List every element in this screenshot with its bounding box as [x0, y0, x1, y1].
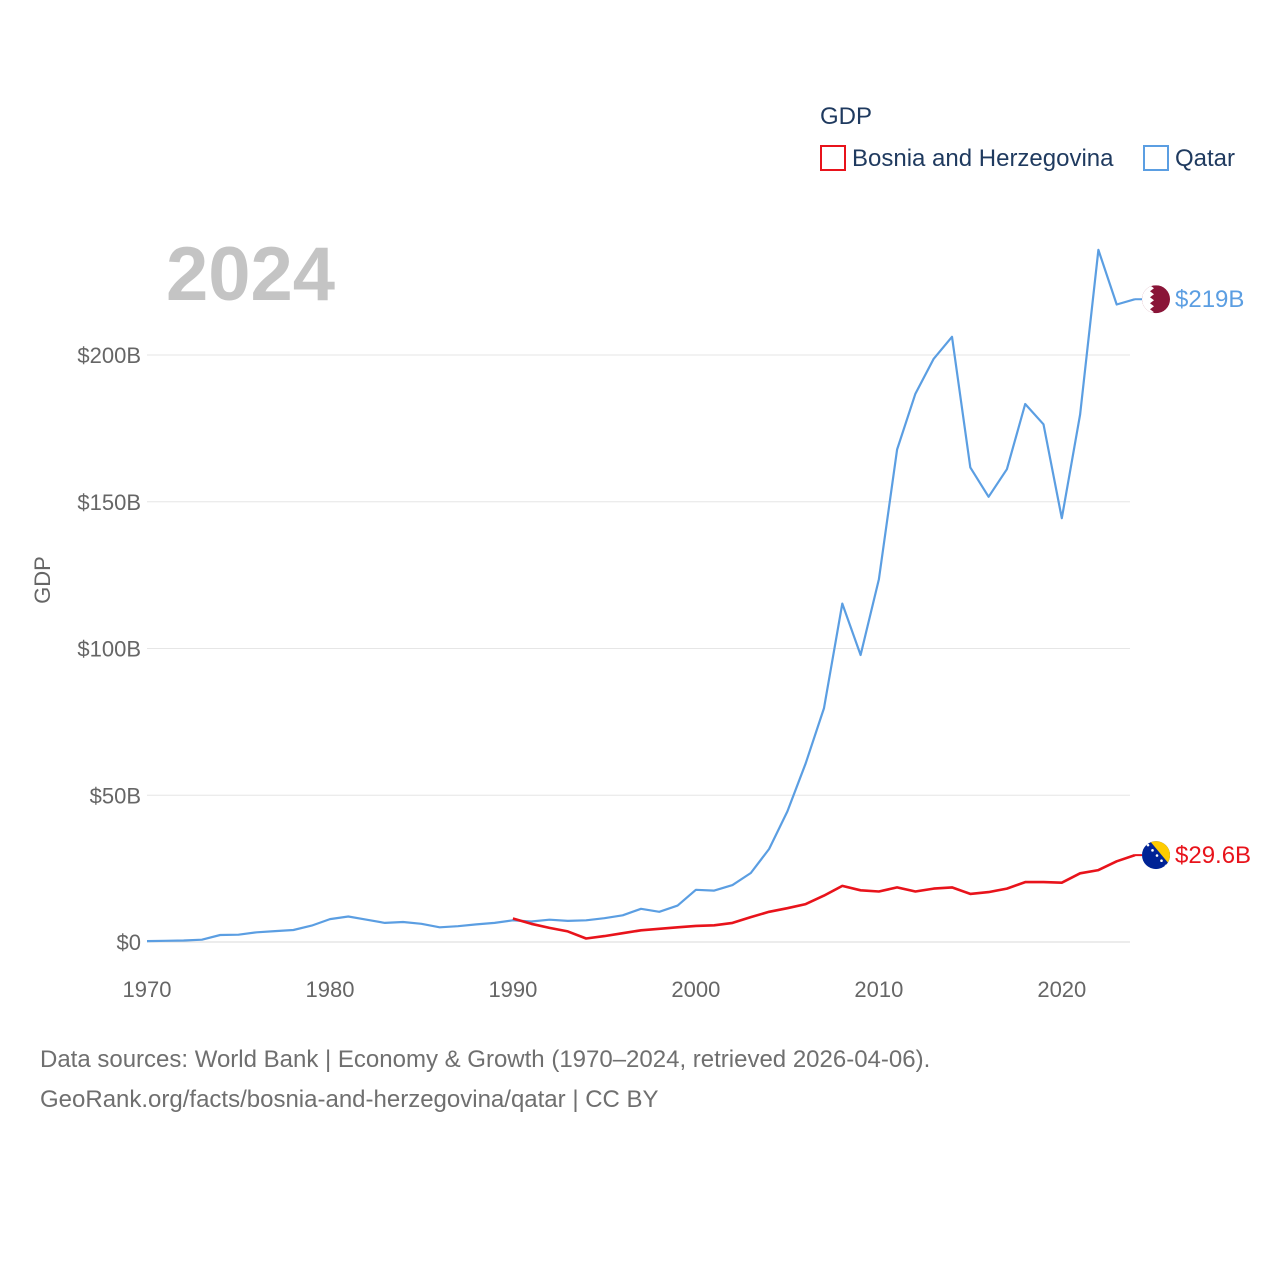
qatar-series-line[interactable]: [146, 248, 1136, 943]
source-note: Data sources: World Bank | Economy & Gro…: [40, 1040, 930, 1120]
x-tick-label: 1990: [488, 977, 537, 1002]
qatar-end-value-label: $219B: [1175, 286, 1244, 313]
legend: Bosnia and Herzegovina Qatar: [820, 145, 1235, 172]
legend-label-bosnia[interactable]: Bosnia and Herzegovina: [852, 145, 1114, 172]
legend-title: GDP: [820, 103, 872, 130]
y-tick-label: $0: [117, 930, 141, 955]
bosnia-end-value-label: $29.6B: [1175, 842, 1251, 869]
legend-label-qatar[interactable]: Qatar: [1175, 145, 1235, 172]
bosnia-series-line[interactable]: [512, 853, 1136, 940]
legend-swatch-qatar[interactable]: [1143, 145, 1169, 171]
x-tick-label: 2000: [671, 977, 720, 1002]
y-tick-label: $200B: [77, 343, 141, 368]
qatar-flag-icon: [1142, 285, 1170, 314]
y-tick-label: $150B: [77, 490, 141, 515]
source-line-2: GeoRank.org/facts/bosnia-and-herzegovina…: [40, 1086, 659, 1113]
y-tick-label: $100B: [77, 637, 141, 662]
x-tick-label: 1970: [123, 977, 172, 1002]
x-tick-label: 1980: [305, 977, 354, 1002]
x-tick-label: 2020: [1037, 977, 1086, 1002]
year-label: 2024: [166, 232, 335, 317]
source-line-1: Data sources: World Bank | Economy & Gro…: [40, 1046, 931, 1073]
bosnia-flag-icon: [1142, 841, 1170, 870]
y-tick-label: $50B: [90, 783, 141, 808]
y-axis-title: GDP: [30, 556, 55, 604]
legend-swatch-bosnia[interactable]: [820, 145, 846, 171]
x-tick-label: 2010: [854, 977, 903, 1002]
